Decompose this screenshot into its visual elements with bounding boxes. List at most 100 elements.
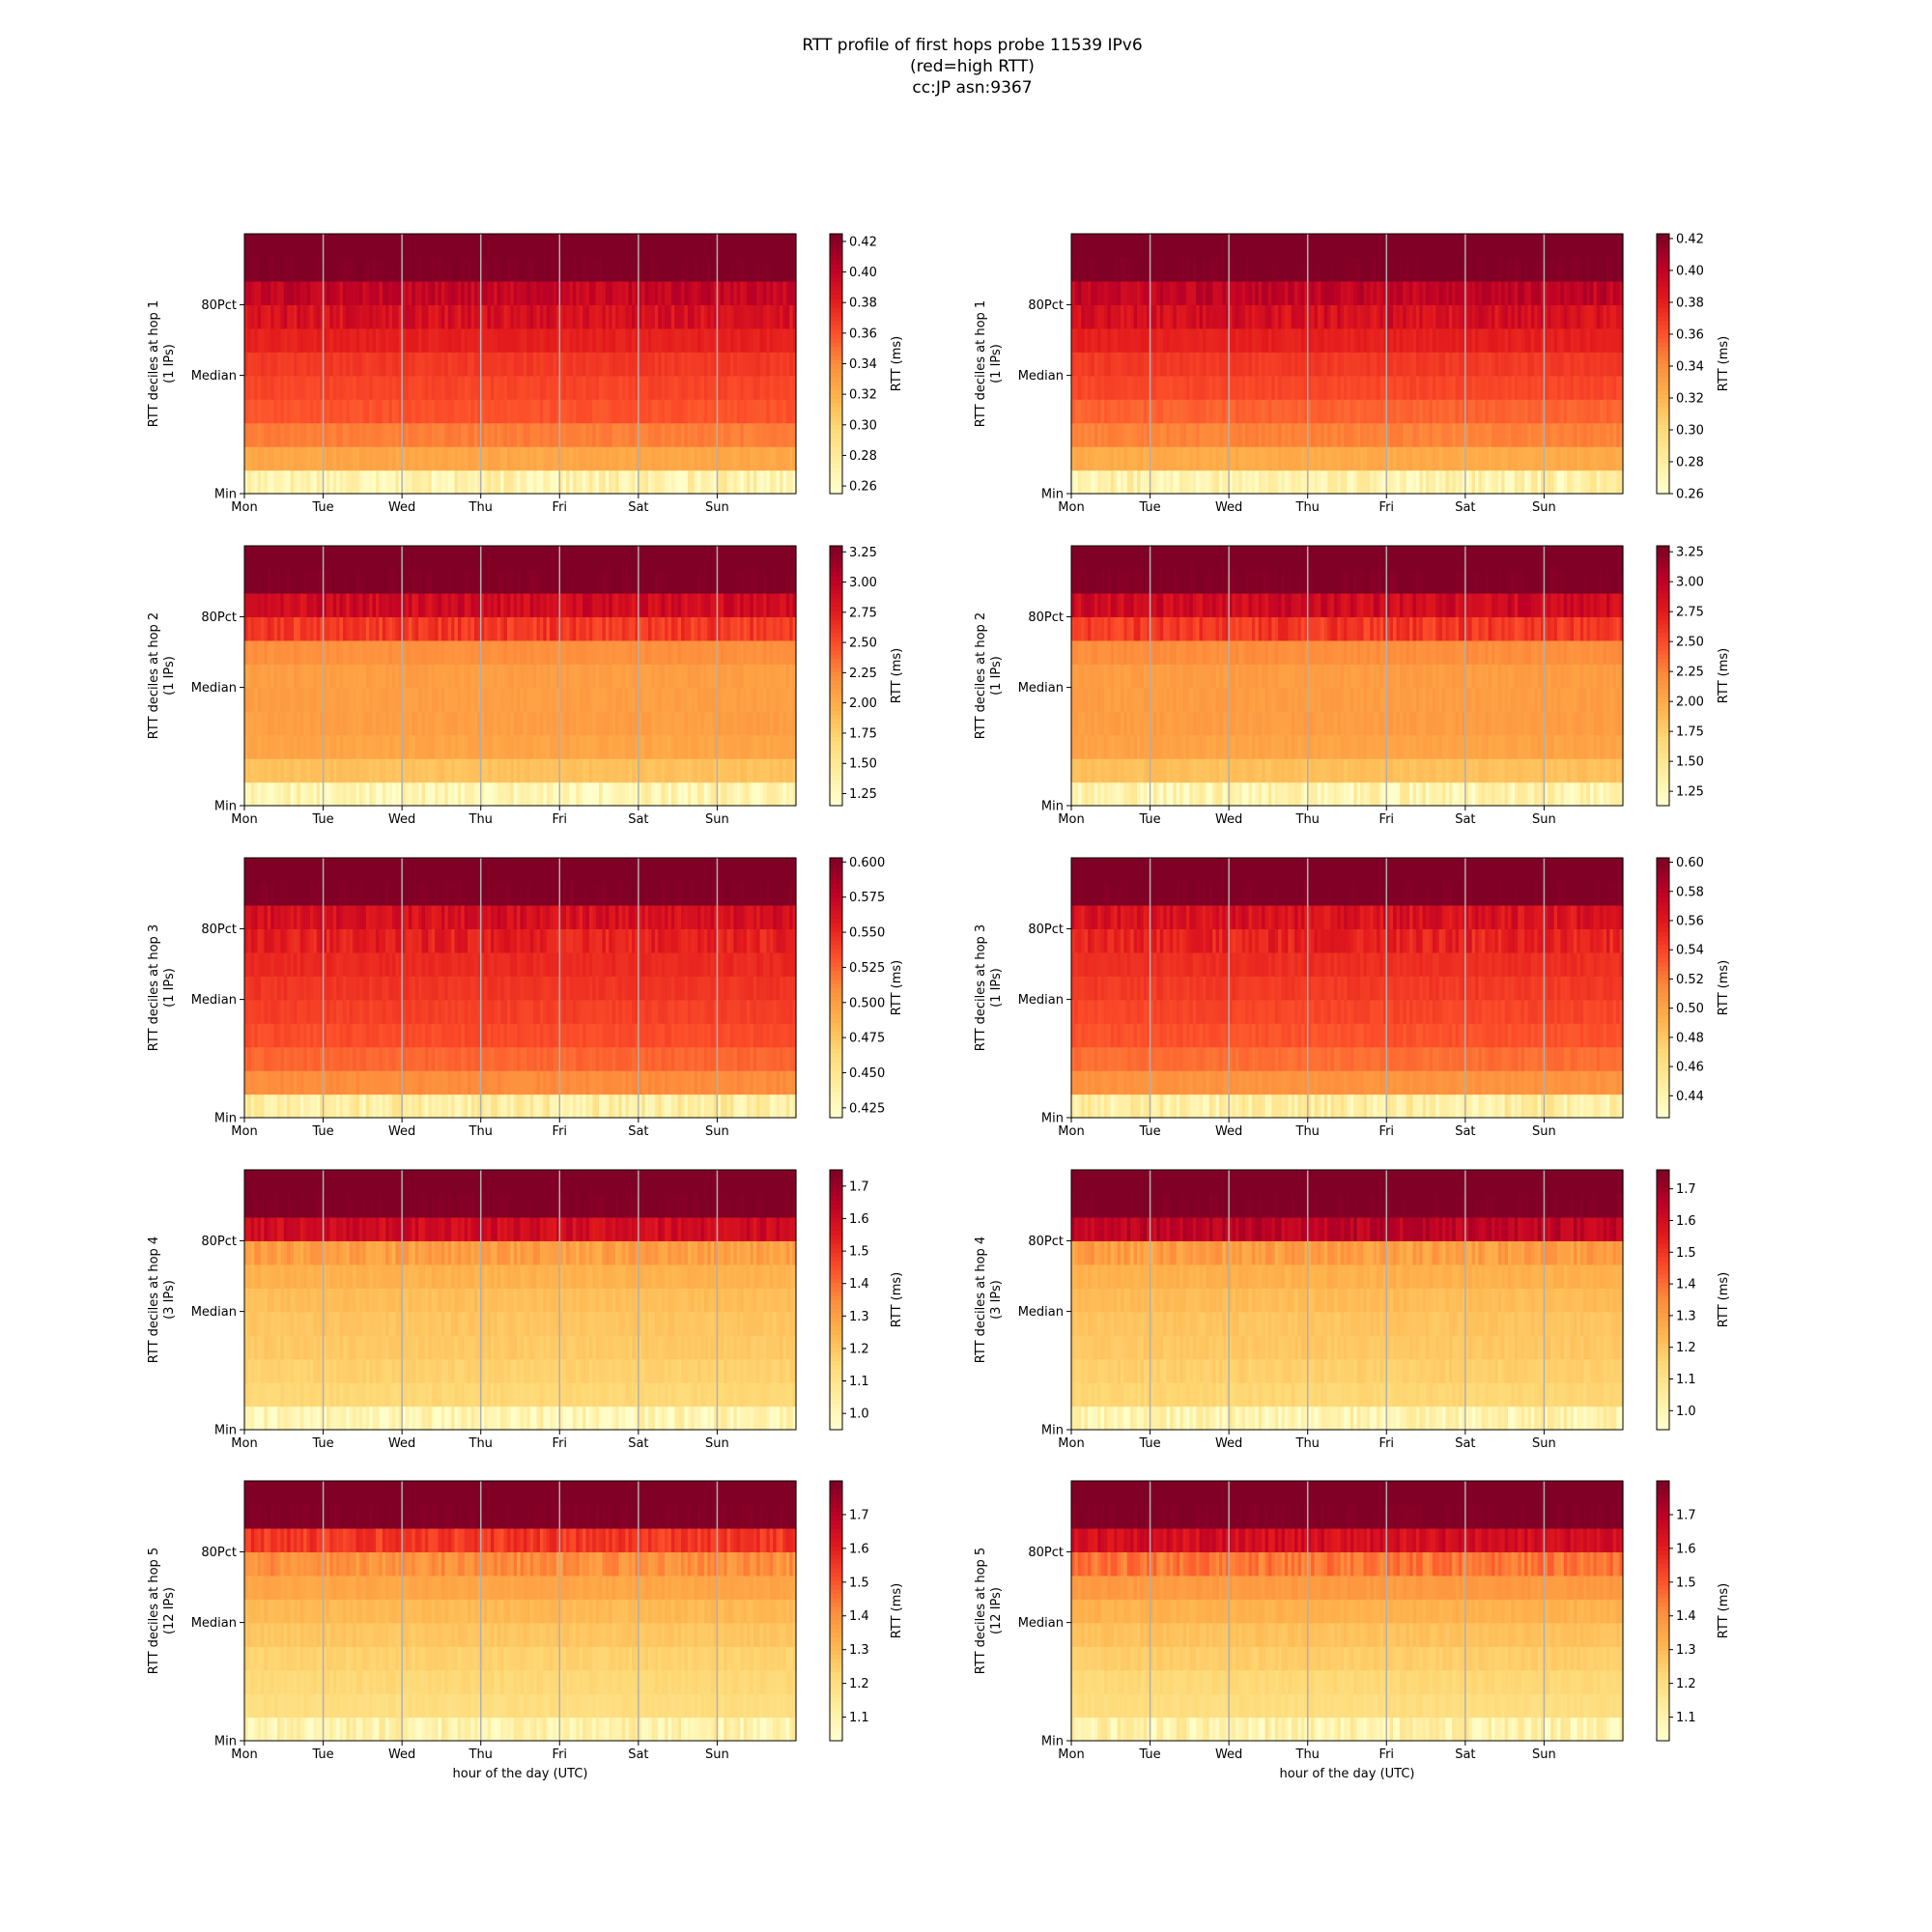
heatmap-cell: [326, 304, 330, 329]
heatmap-cell: [632, 304, 637, 329]
heatmap-cell: [1518, 304, 1522, 329]
heatmap-cell: [440, 257, 445, 282]
heatmap-cell: [362, 711, 367, 736]
heatmap-cell: [398, 234, 403, 259]
heatmap-cell: [1459, 327, 1463, 353]
heatmap-cell: [1541, 399, 1546, 424]
heatmap-cell: [592, 422, 597, 447]
heatmap-cell: [1222, 446, 1227, 471]
heatmap-cell: [355, 687, 360, 712]
heatmap-cell: [1321, 327, 1325, 353]
heatmap-cell: [766, 304, 771, 329]
heatmap-cell: [1327, 469, 1332, 495]
heatmap-cell: [440, 446, 445, 471]
heatmap-cell: [267, 280, 271, 305]
heatmap-cell: [785, 234, 790, 259]
heatmap-cell: [353, 446, 357, 471]
heatmap-cell: [1094, 304, 1098, 329]
heatmap-cell: [323, 687, 327, 712]
heatmap-cell: [1333, 399, 1338, 424]
heatmap-cell: [1304, 304, 1309, 329]
heatmap-cell: [264, 352, 269, 377]
heatmap-cell: [1435, 446, 1440, 471]
heatmap-cell: [1271, 280, 1276, 305]
heatmap-cell: [1179, 280, 1184, 305]
heatmap-cell: [730, 734, 735, 759]
heatmap-cell: [648, 711, 653, 736]
heatmap-cell: [353, 257, 357, 282]
heatmap-cell: [500, 711, 505, 736]
heatmap-cell: [1508, 327, 1513, 353]
heatmap-cell: [615, 711, 620, 736]
heatmap-cell: [1419, 257, 1424, 282]
heatmap-cell: [691, 375, 696, 400]
heatmap-cell: [447, 399, 452, 424]
heatmap-cell: [513, 781, 518, 807]
heatmap-cell: [299, 469, 304, 495]
heatmap-cell: [1087, 446, 1092, 471]
heatmap-cell: [494, 422, 498, 447]
heatmap-cell: [424, 280, 429, 305]
heatmap-cell: [566, 399, 571, 424]
heatmap-cell: [687, 781, 692, 807]
heatmap-cell: [316, 469, 321, 495]
heatmap-cell: [402, 446, 407, 471]
heatmap-cell: [611, 280, 616, 305]
heatmap-cell: [418, 734, 423, 759]
heatmap-cell: [1399, 422, 1404, 447]
heatmap-cell: [244, 758, 248, 783]
heatmap-cell: [553, 280, 557, 305]
heatmap-cell: [1393, 375, 1398, 400]
heatmap-cell: [379, 280, 384, 305]
heatmap-cell: [470, 304, 475, 329]
heatmap-cell: [464, 446, 469, 471]
heatmap-cell: [1192, 257, 1197, 282]
heatmap-cell: [1567, 280, 1572, 305]
heatmap-cell: [250, 280, 255, 305]
heatmap-cell: [1422, 304, 1427, 329]
heatmap-cell: [1133, 399, 1138, 424]
heatmap-cell: [1579, 327, 1584, 353]
heatmap-cell: [375, 469, 380, 495]
heatmap-cell: [244, 234, 248, 259]
heatmap-cell: [323, 469, 327, 495]
heatmap-cell: [1156, 375, 1161, 400]
heatmap-cell: [1179, 234, 1184, 259]
heatmap-cell: [464, 711, 469, 736]
heatmap-cell: [602, 711, 607, 736]
heatmap-cell: [1550, 422, 1555, 447]
heatmap-cell: [402, 280, 407, 305]
heatmap-cell: [782, 758, 787, 783]
heatmap-cell: [1300, 234, 1305, 259]
heatmap-cell: [260, 687, 265, 712]
heatmap-cell: [513, 375, 518, 400]
heatmap-cell: [536, 280, 541, 305]
heatmap-cell: [510, 352, 515, 377]
heatmap-cell: [1373, 352, 1378, 377]
heatmap-cell: [1159, 327, 1164, 353]
heatmap-cell: [1114, 280, 1119, 305]
heatmap-cell: [1553, 469, 1558, 495]
heatmap-cell: [1488, 304, 1492, 329]
figure-title: RTT profile of first hops probe 11539 IP…: [0, 35, 1932, 99]
heatmap-cell: [1150, 469, 1154, 495]
heatmap-cell: [1114, 422, 1119, 447]
heatmap-cell: [480, 734, 485, 759]
heatmap-cell: [1590, 446, 1595, 471]
heatmap-cell: [785, 280, 790, 305]
heatmap-cell: [592, 446, 597, 471]
heatmap-cell: [1258, 469, 1263, 495]
heatmap-cell: [648, 422, 653, 447]
heatmap-cell: [539, 399, 544, 424]
heatmap-cell: [710, 327, 715, 353]
heatmap-cell: [1323, 304, 1328, 329]
heatmap-cell: [747, 257, 752, 282]
heatmap-cell: [1215, 446, 1220, 471]
heatmap-cell: [670, 280, 675, 305]
x-tick-label: Fri: [553, 500, 568, 515]
colorbar-band: [1657, 468, 1669, 473]
heatmap-cell: [260, 375, 265, 400]
heatmap-cell: [1126, 399, 1131, 424]
heatmap-cell: [412, 422, 416, 447]
heatmap-cell: [414, 781, 419, 807]
